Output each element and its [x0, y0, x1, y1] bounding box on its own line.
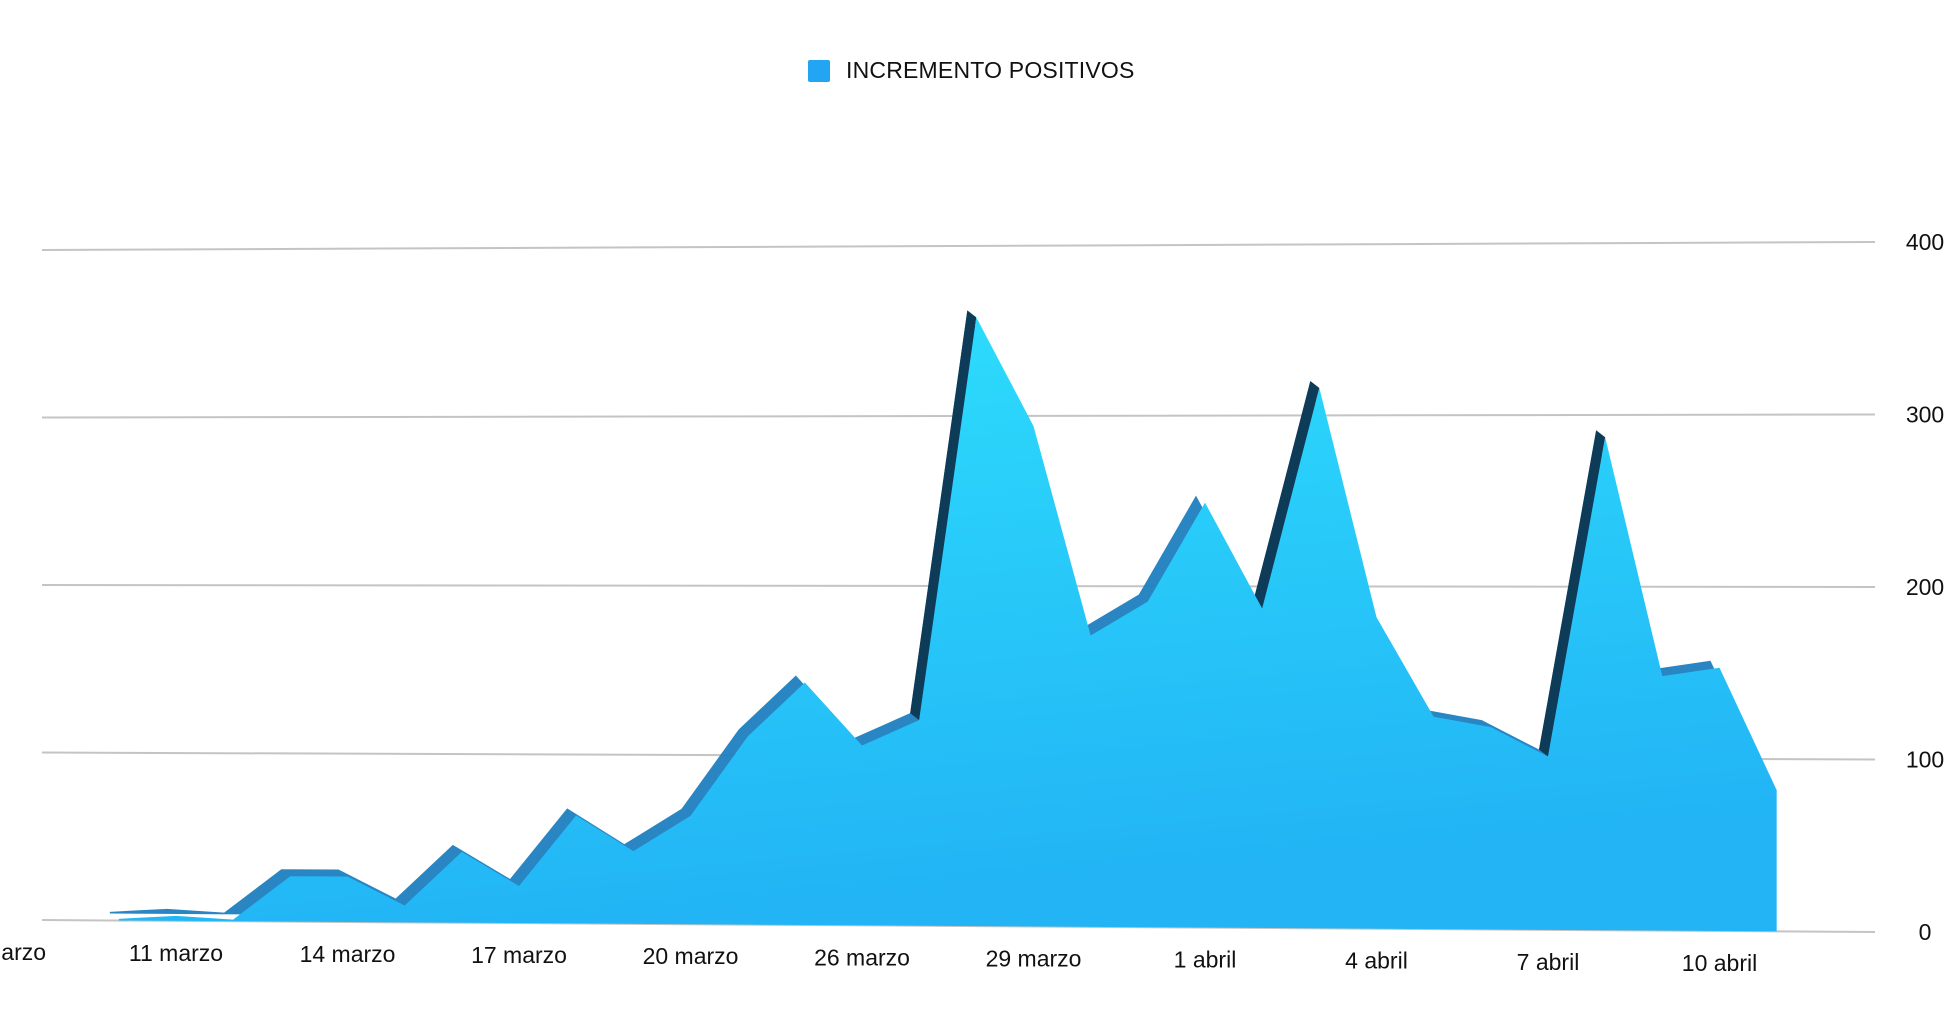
data-point — [689, 814, 693, 818]
y-tick-label: 100 — [1906, 747, 1944, 773]
data-point — [974, 315, 978, 319]
data-point — [803, 680, 807, 684]
data-point — [1718, 666, 1722, 670]
data-point — [288, 874, 292, 878]
data-point — [117, 917, 121, 921]
area-series — [118, 317, 1777, 932]
data-point — [1203, 501, 1207, 505]
data-point — [1546, 755, 1550, 759]
x-tick-label: 26 marzo — [814, 944, 910, 970]
x-tick-label: 29 marzo — [986, 945, 1082, 971]
legend-label: INCREMENTO POSITIVOS — [846, 57, 1135, 83]
x-tick-label: 7 abril — [1517, 949, 1580, 975]
x-tick-label: 20 marzo — [643, 943, 739, 969]
data-point — [746, 735, 750, 739]
data-point — [574, 813, 578, 817]
x-tick-label: 14 marzo — [300, 941, 396, 967]
x-tick-label: 4 abril — [1345, 948, 1408, 974]
data-point — [1032, 424, 1036, 428]
y-tick-label: 0 — [1919, 919, 1932, 945]
data-point — [631, 849, 635, 853]
data-point — [403, 904, 407, 908]
data-point — [1260, 607, 1264, 611]
data-point — [1775, 788, 1779, 792]
legend-swatch — [808, 59, 830, 82]
data-point — [1375, 615, 1379, 619]
area-edge — [910, 310, 977, 721]
y-tick-label: 400 — [1906, 229, 1944, 255]
data-point — [1603, 435, 1607, 439]
data-point — [860, 743, 864, 747]
area-edge — [1539, 430, 1606, 757]
data-point — [231, 918, 235, 922]
x-tick-label: 11 marzo — [129, 940, 223, 966]
x-tick-label: 10 abril — [1682, 950, 1757, 976]
y-tick-label: 200 — [1906, 574, 1944, 600]
data-point — [1489, 725, 1493, 729]
data-point — [1317, 386, 1321, 390]
gridline — [41, 241, 1876, 251]
data-point — [917, 718, 921, 722]
data-point — [346, 875, 350, 879]
data-point — [1432, 715, 1436, 719]
legend[interactable]: INCREMENTO POSITIVOS — [808, 57, 1135, 84]
data-point — [1146, 600, 1150, 604]
data-point — [174, 914, 178, 918]
data-point — [1660, 674, 1664, 678]
x-tick-label: 17 marzo — [471, 942, 567, 968]
data-point — [460, 850, 464, 854]
data-point — [517, 884, 521, 888]
y-tick-label: 300 — [1906, 402, 1944, 428]
x-tick-label: 8 marzo — [0, 939, 46, 965]
area-edge — [1253, 381, 1320, 609]
x-tick-label: 1 abril — [1174, 947, 1237, 973]
data-point — [1089, 634, 1093, 638]
